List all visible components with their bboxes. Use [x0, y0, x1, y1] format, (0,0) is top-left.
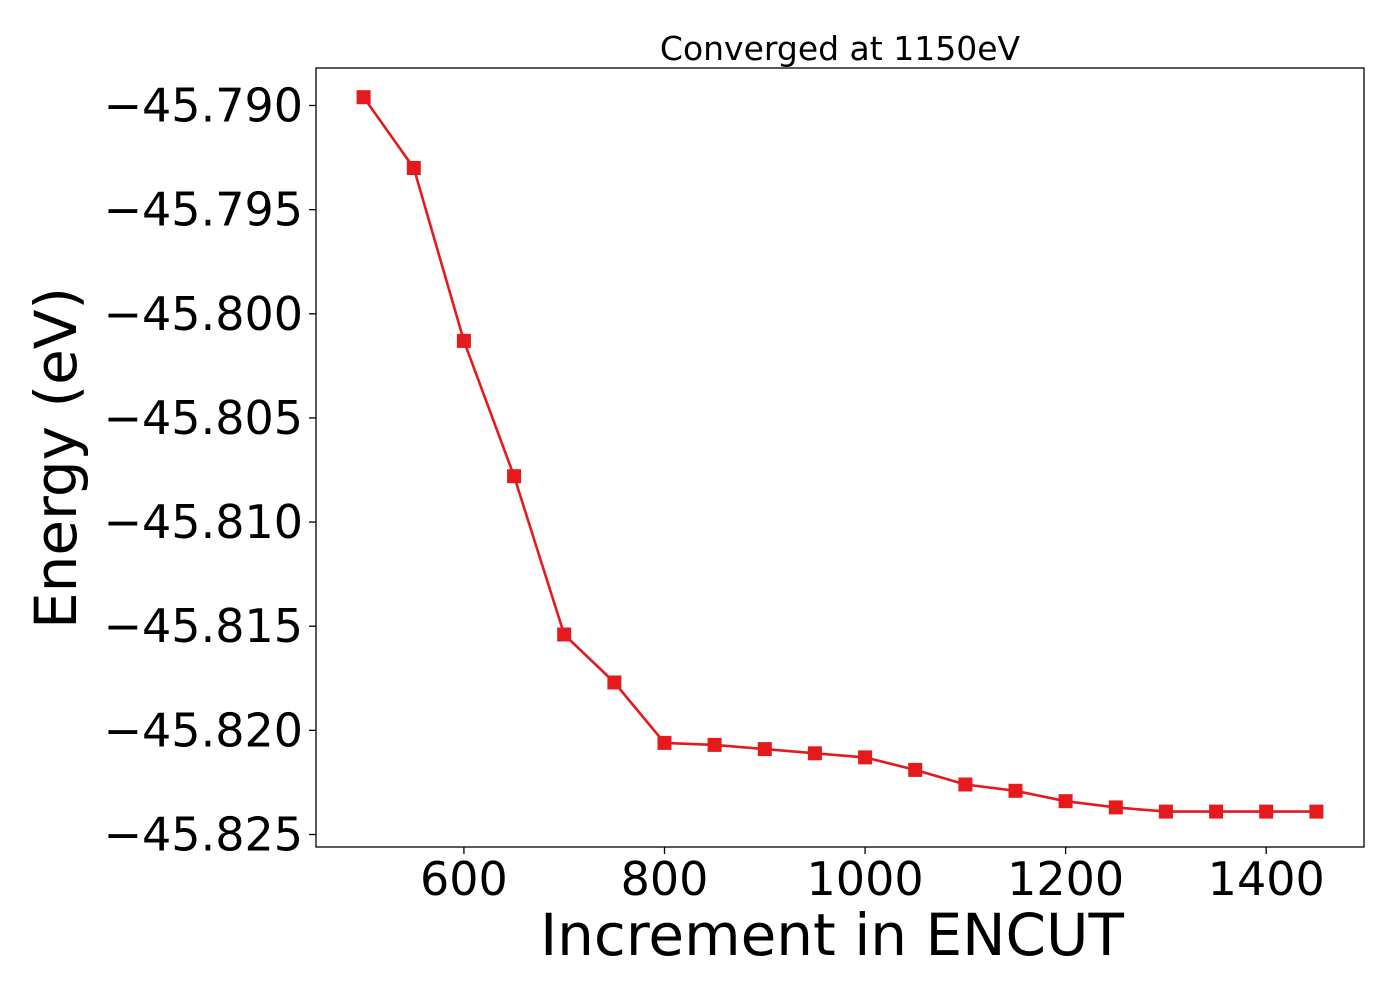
data-point-marker: [406, 161, 421, 175]
y-tick-label: −45.825: [104, 808, 304, 862]
y-axis-ticks: −45.790 −45.795 −45.800 −45.805 −45.810 −45.8…: [104, 78, 316, 862]
data-point-marker: [1058, 794, 1073, 809]
data-point-marker: [1259, 804, 1274, 819]
y-tick-label: −45.795: [104, 183, 304, 237]
x-tick-label: 600: [420, 852, 508, 906]
x-tick-label: 800: [621, 852, 709, 906]
y-tick-label: −45.820: [104, 703, 304, 757]
data-point-marker: [657, 735, 672, 750]
data-point-marker: [1209, 804, 1224, 819]
y-tick-label: −45.815: [104, 599, 304, 653]
data-point-marker: [456, 333, 471, 348]
x-tick-label: 1400: [1208, 852, 1325, 906]
data-point-marker: [1158, 804, 1173, 819]
x-axis-label: Increment in ENCUT: [540, 901, 1124, 969]
y-tick-label: −45.805: [104, 391, 304, 445]
data-point-marker: [858, 750, 873, 765]
marks-layer: [356, 90, 1324, 819]
y-tick-label: −45.810: [104, 495, 304, 549]
data-point-marker: [507, 469, 522, 484]
data-point-marker: [1008, 783, 1023, 798]
plot-frame: [315, 67, 1365, 848]
data-point-marker: [607, 675, 622, 690]
data-point-marker: [908, 762, 923, 777]
x-tick-label: 1000: [807, 852, 924, 906]
data-point-marker: [356, 90, 371, 105]
y-tick-label: −45.790: [104, 78, 304, 132]
y-tick-label: −45.800: [104, 287, 304, 341]
data-point-marker: [707, 737, 722, 752]
data-point-marker: [757, 742, 772, 757]
x-axis-ticks: 600 800 1000 1200 1400: [420, 847, 1325, 906]
x-tick-label: 1200: [1007, 852, 1124, 906]
data-point-marker: [1309, 804, 1324, 819]
chart-title: Converged at 1150eV: [660, 29, 1021, 68]
y-axis-label: Energy (eV): [22, 287, 90, 629]
data-point-marker: [557, 627, 572, 642]
series-line: [362, 96, 1317, 813]
data-point-marker: [807, 746, 822, 761]
data-point-marker: [958, 777, 973, 792]
data-point-marker: [1108, 800, 1123, 815]
